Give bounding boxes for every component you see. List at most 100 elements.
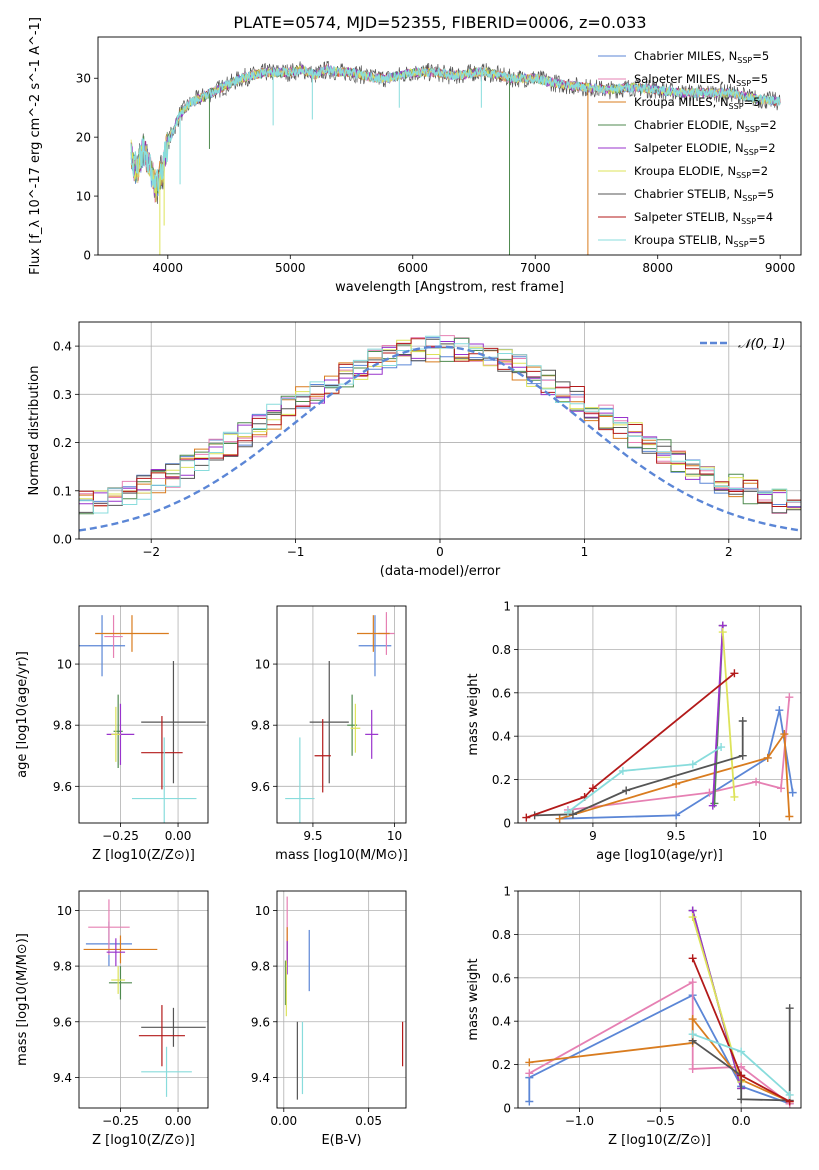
x-tick-label: 1 [581, 545, 589, 559]
axes-frame [78, 605, 209, 824]
histogram-5 [79, 339, 801, 510]
y-tick-label: 0 [503, 1102, 511, 1116]
y-tick-label: 0.4 [53, 340, 72, 354]
x-axis-label: (data-model)/error [380, 564, 501, 579]
y-tick-label: 0.0 [53, 533, 72, 547]
legend-nssp: =2 [759, 141, 776, 155]
x-tick-label: 10 [752, 829, 767, 843]
y-tick-label: 10 [76, 190, 91, 204]
legend-entry: 𝒩(0, 1) [738, 337, 785, 352]
legend-label: Kroupa ELODIE, N [634, 164, 736, 178]
legend-nssp: =5 [757, 187, 774, 201]
x-tick-label: 9.5 [303, 829, 322, 843]
residuals-marks [79, 335, 801, 532]
weight-marker [563, 808, 572, 817]
legend-entry: Chabrier MILES, NSSP=5 [634, 49, 769, 65]
data-layer [79, 60, 801, 1108]
weight-marker [568, 810, 577, 819]
weight-marker [688, 1015, 697, 1024]
x-tick-label: −1 [287, 545, 305, 559]
normal-curve [79, 345, 801, 532]
weight-marker [522, 813, 531, 822]
weight-marker [688, 760, 697, 769]
x-tick-label: −1.0 [565, 1114, 594, 1128]
x-tick-label: 8000 [642, 261, 673, 275]
x-axis-label: E(B-V) [321, 1133, 361, 1148]
legend-nssp: =4 [756, 210, 773, 224]
x-axis-label: age [log10(age/yr)] [596, 848, 723, 863]
legend-nssp: =5 [744, 95, 761, 109]
weight-marker [738, 717, 747, 726]
legend-label: Kroupa STELIB, N [634, 233, 734, 247]
weight-marker [785, 1090, 794, 1099]
histogram-8 [79, 335, 801, 514]
weight-marker [525, 1069, 534, 1078]
y-tick-label: 9.8 [53, 719, 72, 733]
y-axis-label: Flux [f_λ 10^-17 erg cm^-2 s^-1 A^-1] [28, 17, 43, 275]
legend-subscript: SSP [729, 102, 744, 111]
x-tick-label: 0.05 [355, 1114, 382, 1128]
weight-line-4 [711, 625, 724, 806]
spectrum-line-8 [130, 65, 781, 193]
legend-subscript: SSP [744, 148, 759, 157]
y-tick-label: 0.4 [492, 730, 511, 744]
x-tick-label: 0.0 [732, 1114, 751, 1128]
weight-marker [752, 777, 761, 786]
x-tick-label: 5000 [275, 261, 306, 275]
x-tick-label: 9.5 [667, 829, 686, 843]
weight-marker [688, 1030, 697, 1039]
x-axis-label: Z [log10(Z/Z⊙)] [608, 1133, 711, 1148]
spectrum-line-5 [130, 64, 781, 202]
legend-entry: Chabrier STELIB, NSSP=5 [634, 187, 774, 203]
legend-subscript: SSP [742, 194, 757, 203]
y-tick-label: 20 [76, 131, 91, 145]
weight-line-8 [567, 746, 722, 813]
y-tick-label: 0.4 [492, 1015, 511, 1029]
weight-marker [785, 693, 794, 702]
axes-layer [75, 36, 802, 1112]
x-tick-label: 4000 [153, 261, 184, 275]
legend-nssp: =5 [752, 49, 769, 63]
y-axis-label: mass [log10(M/M⊙)] [15, 933, 30, 1066]
legend-label: Salpeter ELODIE, N [634, 141, 744, 155]
axes-frame [276, 890, 407, 1109]
legend-label: Salpeter STELIB, N [634, 210, 741, 224]
x-tick-label: 0.00 [270, 1114, 297, 1128]
spectrum-marks [130, 60, 781, 255]
weight-line-0 [528, 994, 791, 1105]
weight-marker [688, 913, 697, 922]
y-axis-label: mass weight [466, 673, 481, 755]
y-tick-label: 10 [57, 904, 72, 918]
y-tick-label: 9.4 [53, 1071, 72, 1085]
y-tick-label: 0.2 [492, 1058, 511, 1072]
legend-nssp: =2 [751, 164, 768, 178]
weight-marker [737, 1047, 746, 1056]
weight-vs-Z-marks [525, 906, 794, 1108]
weight-marker [525, 1097, 534, 1106]
y-tick-label: 0 [503, 817, 511, 831]
y-tick-label: 9.8 [53, 960, 72, 974]
x-tick-label: 7000 [520, 261, 551, 275]
x-tick-label: −2 [142, 545, 160, 559]
weight-marker [730, 669, 739, 678]
x-tick-label: 9 [589, 829, 597, 843]
legend-entry: Kroupa ELODIE, NSSP=2 [634, 164, 768, 180]
weight-line-7 [526, 672, 735, 819]
weight-marker [718, 628, 727, 637]
weight-line-5 [721, 631, 736, 798]
x-axis-label: wavelength [Angstrom, rest frame] [335, 280, 564, 295]
weight-marker [525, 1058, 534, 1067]
mass-vs-Z-marks [83, 899, 206, 1097]
weight-marker [588, 784, 597, 793]
figure-title: PLATE=0574, MJD=52355, FIBERID=0006, z=0… [233, 13, 646, 32]
weight-marker [672, 779, 681, 788]
x-tick-label: 0.00 [165, 829, 192, 843]
mass-vs-EBV-marks [284, 896, 404, 1100]
legend-entry: Salpeter STELIB, NSSP=4 [634, 210, 773, 226]
legend-subscript: SSP [736, 171, 751, 180]
weight-marker [672, 811, 681, 820]
legend-entry: Kroupa MILES, NSSP=5 [634, 95, 760, 111]
labels-layer: 4000 5000 6000 7000 8000 90000102030wavelengt… [15, 17, 795, 1148]
weight-marker [785, 1004, 794, 1013]
